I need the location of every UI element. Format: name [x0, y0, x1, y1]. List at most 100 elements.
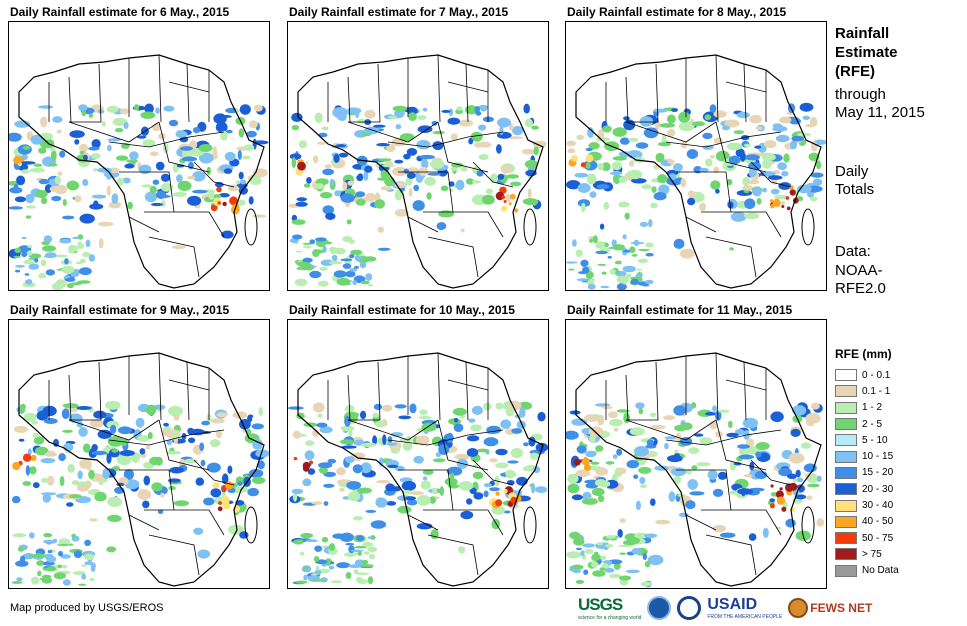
rain-area — [107, 514, 122, 522]
rain-area — [609, 573, 622, 579]
rain-area — [20, 169, 30, 174]
rain-area — [139, 448, 146, 455]
heavy-rain-area — [495, 499, 503, 507]
rain-area — [655, 152, 665, 163]
rain-area — [505, 469, 516, 479]
rain-area — [27, 245, 33, 248]
rain-area — [367, 576, 374, 585]
heavy-rain-area — [786, 206, 791, 211]
rain-area — [651, 186, 657, 194]
rain-area — [29, 167, 46, 173]
rain-area — [597, 263, 607, 266]
heavy-rain-area — [305, 161, 309, 165]
country-border — [68, 76, 72, 123]
rain-area — [395, 124, 402, 130]
legend-swatch — [835, 532, 857, 545]
legend-swatch — [835, 564, 857, 577]
rain-area — [468, 137, 474, 145]
country-border — [447, 379, 489, 391]
rain-area — [448, 188, 454, 192]
rain-area — [597, 162, 604, 171]
rain-area — [715, 431, 723, 438]
legend-label: 40 - 50 — [862, 516, 894, 528]
rain-area — [497, 117, 512, 128]
rain-area — [149, 185, 157, 194]
rain-area — [325, 212, 336, 220]
rain-area — [406, 148, 418, 156]
rain-area — [764, 140, 777, 149]
heavy-rain-area — [571, 154, 578, 162]
rain-area — [589, 238, 593, 243]
rain-area — [66, 283, 74, 289]
rain-area — [387, 436, 393, 444]
rain-area — [409, 403, 417, 414]
rain-area — [107, 436, 124, 447]
rain-area — [499, 125, 504, 135]
rain-area — [640, 484, 647, 489]
rain-area — [34, 446, 49, 456]
rain-area — [650, 202, 658, 209]
heavy-rain-area — [779, 487, 783, 491]
rain-area — [119, 108, 129, 115]
rain-area — [161, 200, 166, 207]
rain-area — [145, 445, 151, 450]
rain-area — [728, 155, 741, 165]
rain-area — [524, 159, 538, 169]
country-border — [407, 514, 439, 531]
rain-area — [34, 257, 39, 263]
rain-area — [464, 105, 478, 115]
rainfall-map — [565, 319, 827, 589]
rain-area — [812, 178, 823, 186]
rain-area — [599, 555, 607, 560]
rain-area — [333, 153, 340, 163]
rain-area — [382, 404, 393, 412]
rain-area — [160, 183, 174, 192]
rain-area — [605, 544, 614, 548]
rain-area — [15, 264, 25, 268]
rain-area — [640, 581, 653, 587]
coastline — [575, 352, 822, 587]
rain-area — [291, 157, 297, 169]
rain-area — [163, 422, 170, 427]
rain-area — [310, 573, 318, 576]
legend-item: > 75 — [835, 546, 899, 562]
rain-area — [444, 477, 458, 486]
map-panel-7-may: Daily Rainfall estimate for 7 May., 2015 — [287, 5, 549, 291]
rain-area — [702, 145, 714, 150]
country-border — [625, 374, 629, 421]
rain-area — [678, 111, 691, 123]
rain-area — [432, 141, 444, 151]
rain-area — [232, 411, 248, 419]
rain-area — [26, 250, 33, 256]
country-border — [387, 131, 504, 148]
rain-area — [584, 548, 594, 554]
rain-area — [40, 458, 56, 464]
rain-area — [168, 405, 183, 417]
rain-area — [26, 205, 36, 209]
rain-area — [24, 273, 30, 276]
rain-area — [616, 448, 623, 456]
madagascar-outline — [801, 506, 815, 544]
rain-area — [117, 426, 133, 435]
rain-area — [629, 427, 645, 436]
rainfall-map — [8, 21, 270, 291]
rain-area — [172, 245, 186, 250]
rain-area — [82, 179, 89, 186]
rain-area — [680, 141, 688, 149]
rain-area — [585, 482, 599, 489]
panel-title: Daily Rainfall estimate for 7 May., 2015 — [289, 5, 509, 19]
heavy-rain-area — [580, 162, 586, 168]
rain-area — [571, 564, 584, 570]
rain-area — [468, 418, 476, 423]
rain-area — [228, 524, 244, 535]
rain-area — [605, 461, 615, 465]
rain-area — [596, 184, 610, 190]
country-border — [144, 211, 225, 238]
rain-area — [408, 112, 417, 121]
rain-area — [436, 489, 442, 492]
rain-area — [670, 467, 687, 477]
rain-area — [417, 125, 433, 133]
rain-area — [679, 248, 695, 259]
rain-area — [772, 125, 788, 132]
rain-area — [521, 148, 536, 155]
